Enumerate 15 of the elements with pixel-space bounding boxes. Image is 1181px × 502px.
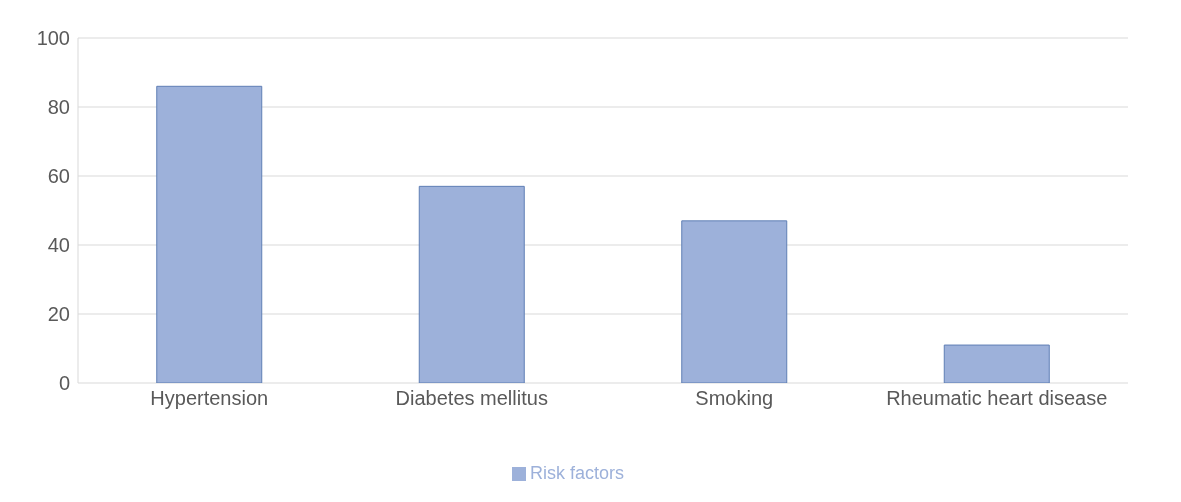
bar [943, 344, 1050, 383]
x-tick-label: Diabetes mellitus [395, 387, 548, 410]
y-tick-label: 40 [47, 234, 70, 257]
x-tick-label: Rheumatic heart disease [886, 387, 1108, 410]
x-tick-label: Hypertension [150, 387, 269, 410]
y-tick-label: 20 [47, 303, 70, 326]
bar [156, 85, 263, 383]
bar [418, 185, 525, 383]
bar [681, 220, 788, 383]
y-tick-label: 0 [58, 372, 70, 395]
y-tick-label: 60 [47, 165, 70, 188]
x-tick-label: Smoking [695, 387, 774, 410]
y-tick-label: 80 [47, 96, 70, 119]
legend-label: Risk factors [529, 463, 625, 483]
y-tick-label: 100 [36, 27, 70, 50]
